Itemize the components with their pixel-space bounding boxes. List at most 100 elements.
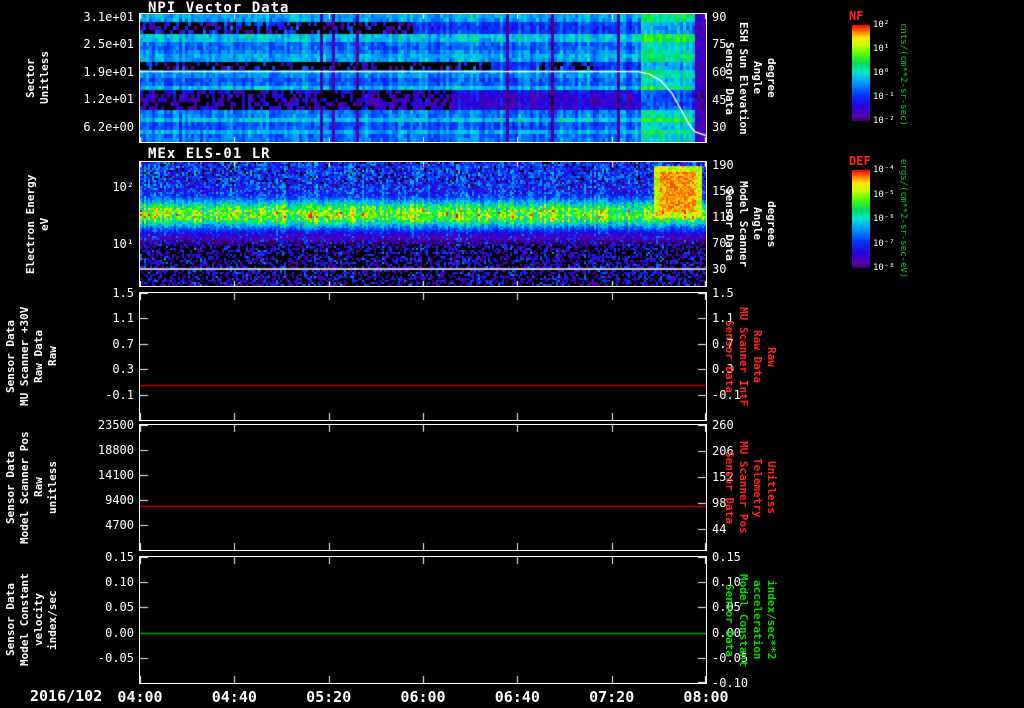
npi-right-axis-label-line: Angle [751, 61, 764, 95]
model-constant-left-axis-label: Sensor Data Model Constant velocity index/s… [4, 557, 60, 683]
model-constant-left-tick-label: 0.05 [105, 600, 134, 615]
scanner-pos-right-tick-label: 98 [712, 495, 727, 510]
colorbar-nf-gradient [852, 25, 870, 121]
scanner-pos-plot [139, 424, 707, 551]
scanner-pos-left-tick-label: 4700 [105, 518, 134, 532]
npi-right-tick-label: 60 [712, 64, 727, 79]
scanner-pos-right-axis-label: Sensor Data MU Scanner Pos Telemetry Unitle… [722, 425, 778, 550]
x-axis-date-label: 2016/102 [30, 687, 103, 705]
model-constant-left-axis-label-line: velocity [32, 593, 45, 647]
els-canvas [140, 162, 706, 286]
colorbar-nf-tick-label: 10⁻¹ [873, 92, 895, 102]
x-axis-tick-label: 05:20 [306, 688, 352, 706]
scanner-pos-right-axis-label-line: Telemetry [751, 457, 764, 518]
model-constant-left-axis-label-line: index/sec [46, 590, 59, 650]
scanner-pos-right-tick-label: 260 [712, 418, 734, 432]
model-constant-right-tick-label: 0.05 [712, 600, 741, 615]
npi-right-tick-label: 30 [712, 120, 727, 135]
scanner-pos-left-tick-label: 14100 [97, 468, 134, 482]
scanner-pos-right-tick-label: 206 [712, 444, 734, 458]
scanner-pos-left-axis-label-line: Model Scanner Pos [18, 431, 31, 544]
els-right-tick-label: 70 [712, 235, 727, 250]
els-right-axis-label-line: Angle [751, 207, 764, 241]
npi-plot [139, 13, 707, 143]
model-constant-left-tick-label: 0.15 [105, 550, 134, 564]
npi-left-axis-label-line: Unitless [38, 51, 51, 105]
mu-scanner-intf-left-tick-label: 0.7 [112, 336, 134, 351]
colorbar-nf-tick-label: 10¹ [873, 44, 890, 54]
model-constant-plot [139, 556, 707, 684]
colorbar-def-tick-label: 10⁻⁶ [873, 214, 895, 224]
mu-scanner-intf-right-axis-label-line: Sensor Data [723, 320, 736, 393]
mu-scanner-intf-canvas [140, 293, 706, 420]
npi-right-tick-label: 45 [712, 92, 727, 107]
colorbar-def-tick-label: 10⁻⁸ [873, 263, 895, 273]
model-constant-right-tick-label: -0.05 [712, 650, 749, 665]
model-constant-right-tick-label: -0.10 [712, 676, 749, 690]
npi-right-axis-label-line: ESH Sun Elevation [737, 21, 750, 135]
els-right-tick-label: 110 [712, 210, 734, 225]
scanner-pos-left-axis-label: Sensor Data Model Scanner Pos Raw unitless [4, 425, 60, 550]
colorbar-def-tick-label: 10⁻⁵ [873, 189, 895, 200]
scanner-pos-right-axis-label-line: MU Scanner Pos [737, 441, 750, 534]
model-constant-right-tick-label: 0.10 [712, 575, 741, 590]
colorbar-def-tick-label: 10⁻⁴ [873, 165, 895, 175]
model-constant-right-tick-label: 0.15 [712, 550, 741, 564]
model-constant-right-axis-label-line: Sensor Data [723, 583, 736, 657]
x-axis-tick-label: 08:00 [683, 688, 729, 706]
npi-canvas [140, 14, 706, 142]
npi-right-tick-label: 90 [712, 9, 727, 24]
x-axis-tick-label: 06:40 [494, 688, 540, 706]
model-constant-left-tick-label: -0.05 [97, 650, 134, 665]
panel-title-npi: NPI Vector Data [148, 0, 290, 16]
els-right-axis-label: Sensor Data Model Scanner Angle degrees [722, 162, 778, 286]
els-left-tick-label: 10¹ [112, 236, 134, 251]
mu-scanner-intf-right-axis-label-line: MU Scanner IntF [737, 306, 750, 407]
npi-right-tick-label: 75 [712, 37, 727, 52]
mu-scanner-intf-left-axis-label-line: Raw Data [32, 330, 45, 383]
mu-scanner-intf-left-tick-label: 1.1 [112, 311, 134, 326]
els-right-tick-label: 30 [712, 262, 727, 276]
model-constant-right-axis-label-line: Model Constant [737, 573, 750, 667]
colorbar-nf-tick-label: 10⁻² [873, 116, 895, 126]
els-left-axis-label-line: eV [38, 217, 51, 231]
npi-left-tick-label: 6.2e+00 [83, 120, 134, 135]
model-constant-left-tick-label: 0.10 [105, 575, 134, 590]
npi-right-axis-label-line: degree [765, 58, 778, 98]
scanner-pos-right-axis-label-line: Sensor Data [723, 451, 736, 524]
mu-scanner-intf-right-axis-label-line: Raw Data [751, 330, 764, 383]
mu-scanner-intf-right-tick-label: -0.1 [712, 387, 741, 402]
els-left-tick-label: 10² [112, 179, 134, 194]
els-plot [139, 161, 707, 287]
npi-left-axis-label-line: Sector [24, 58, 37, 98]
colorbar-nf-title: NF [849, 9, 864, 23]
els-right-tick-label: 190 [712, 157, 734, 172]
npi-right-axis-label: Sensor Data ESH Sun Elevation Angle degree [722, 14, 778, 142]
model-constant-left-tick-label: 0.00 [105, 625, 134, 640]
els-right-axis-label-line: Model Scanner [737, 180, 750, 268]
els-right-axis-label-line: degrees [765, 200, 778, 248]
colorbar-def-gradient [852, 170, 870, 268]
mu-scanner-intf-right-axis-label-line: Raw [765, 346, 778, 367]
scanner-pos-left-tick-label: 23500 [97, 418, 134, 432]
x-axis-tick-label: 06:00 [400, 688, 446, 706]
mu-scanner-intf-left-axis-label: Sensor Data MU Scanner +30V Raw Data Raw [4, 293, 60, 420]
scanner-pos-left-axis-label-line: unitless [46, 461, 59, 514]
scanner-pos-left-axis-label-line: Sensor Data [4, 451, 17, 524]
model-constant-canvas [140, 557, 706, 683]
scanner-pos-left-axis-label-line: Raw [32, 477, 45, 498]
scanner-pos-left-tick-label: 18800 [97, 443, 134, 457]
scanner-pos-left-tick-label: 9400 [105, 493, 134, 507]
mu-scanner-intf-left-tick-label: -0.1 [105, 387, 134, 402]
mu-scanner-intf-left-tick-label: 1.5 [112, 286, 134, 300]
npi-left-tick-label: 2.5e+01 [83, 36, 134, 51]
colorbar-def-units: ergs/(cm**2-sr-sec-eV) [898, 159, 908, 279]
colorbar-nf-tick-label: 10⁰ [873, 68, 890, 78]
mu-scanner-intf-plot [139, 292, 707, 421]
mu-scanner-intf-left-tick-label: 0.3 [112, 362, 134, 377]
model-constant-right-axis-label-line: acceleration [751, 580, 764, 660]
model-constant-left-axis-label-line: Model Constant [18, 573, 31, 667]
x-axis-tick-label: 04:40 [211, 688, 257, 706]
model-constant-right-axis-label: Sensor Data Model Constant acceleration ind… [722, 557, 778, 683]
